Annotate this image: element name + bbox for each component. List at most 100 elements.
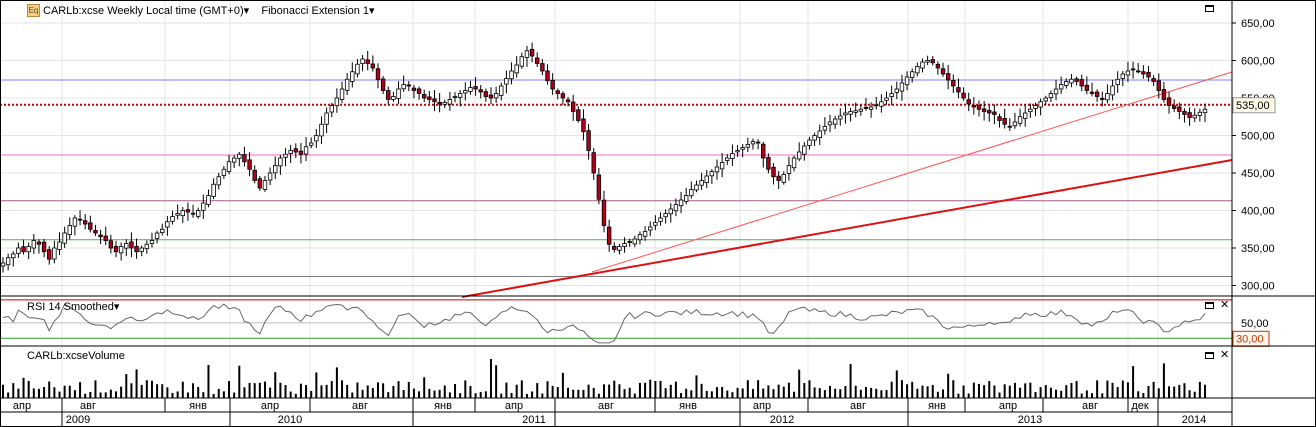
volume-panel-maximize-icon[interactable] bbox=[1205, 352, 1214, 359]
rsi-panel-close-icon[interactable]: ✕ bbox=[1220, 299, 1230, 311]
candle-body bbox=[570, 101, 576, 112]
candle-body bbox=[1151, 78, 1156, 82]
candle-body bbox=[535, 57, 540, 64]
candle-body bbox=[509, 70, 514, 80]
candle-body bbox=[617, 246, 622, 251]
volume-bar bbox=[12, 383, 15, 398]
indicator-dropdown-icon[interactable]: ▾ bbox=[369, 5, 375, 17]
candle-body bbox=[375, 68, 381, 80]
volume-bar bbox=[649, 379, 652, 398]
candle-body bbox=[1079, 79, 1084, 87]
volume-bar bbox=[479, 391, 482, 398]
volume-bar bbox=[1121, 380, 1124, 398]
candle-body bbox=[72, 217, 78, 227]
candle-body bbox=[67, 225, 72, 235]
volume-bar bbox=[885, 390, 888, 398]
candle-body bbox=[1033, 105, 1038, 109]
volume-bar bbox=[448, 392, 451, 398]
volume-bar bbox=[22, 377, 25, 398]
volume-bar bbox=[536, 383, 539, 398]
volume-bar bbox=[2, 384, 4, 398]
volume-bar bbox=[120, 386, 123, 398]
candle-body bbox=[5, 257, 11, 266]
volume-bar bbox=[1024, 383, 1027, 398]
volume-bar bbox=[438, 389, 441, 398]
volume-bar bbox=[669, 384, 672, 398]
rsi-level-label: 50,00 bbox=[1241, 318, 1269, 330]
candle-body bbox=[704, 175, 709, 184]
volume-bar bbox=[772, 389, 775, 398]
volume-bar bbox=[531, 391, 534, 398]
candle-body bbox=[576, 109, 581, 121]
candle-body bbox=[339, 88, 345, 100]
price-tick-label: 450,00 bbox=[1241, 168, 1275, 180]
candle-body bbox=[57, 241, 62, 250]
volume-bar bbox=[1126, 382, 1129, 398]
candle-body bbox=[1156, 80, 1161, 91]
time-axis: апр авг янв апр авг янв апр авг янв апр авг янв апр а… bbox=[13, 398, 1206, 427]
volume-panel-close-icon[interactable]: ✕ bbox=[1220, 349, 1230, 361]
candle-body bbox=[139, 247, 144, 252]
candle-body bbox=[442, 102, 447, 105]
candle-body bbox=[180, 210, 185, 217]
volume-bar bbox=[1101, 393, 1104, 398]
candle-body bbox=[997, 116, 1002, 121]
volume-bar bbox=[289, 391, 292, 398]
volume-bar bbox=[911, 381, 914, 398]
candle-body bbox=[755, 141, 761, 144]
volume-bar bbox=[520, 380, 523, 398]
volume-bar bbox=[546, 381, 549, 398]
volume-bar bbox=[222, 391, 225, 398]
candle-body bbox=[843, 112, 848, 116]
price-panel-title[interactable]: CARLb:xcse Weekly Local time (GMT+0)▾ Fi… bbox=[43, 4, 375, 17]
price-axis: 650,00600,00550,00500,00450,00400,00350,… bbox=[1232, 18, 1276, 293]
volume-bar bbox=[305, 385, 308, 398]
candle-body bbox=[31, 240, 37, 249]
volume-bar bbox=[793, 391, 796, 398]
candle-body bbox=[350, 71, 355, 82]
candle-body bbox=[416, 88, 422, 94]
symbol-dropdown-icon[interactable]: ▾ bbox=[243, 5, 250, 17]
candle-body bbox=[1202, 108, 1208, 114]
volume-bar bbox=[176, 391, 179, 398]
candle-body bbox=[118, 246, 124, 254]
candle-body bbox=[596, 174, 602, 200]
candle-body bbox=[730, 153, 735, 159]
price-panel-maximize-icon[interactable] bbox=[1205, 5, 1214, 12]
rsi-dropdown-icon[interactable]: ▾ bbox=[113, 301, 120, 313]
month-label: авг bbox=[1082, 400, 1098, 412]
volume-bar bbox=[443, 385, 446, 398]
candle-body bbox=[945, 73, 951, 81]
volume-bar bbox=[633, 393, 636, 398]
candle-body bbox=[314, 135, 319, 142]
year-label: 2011 bbox=[522, 414, 546, 426]
candle-body bbox=[822, 126, 828, 131]
rsi-panel-title[interactable]: RSI 14 Smoothed▾ bbox=[27, 300, 119, 313]
candle-body bbox=[874, 104, 879, 107]
rsi-panel-maximize-icon[interactable] bbox=[1205, 302, 1214, 309]
candle-body bbox=[1048, 93, 1054, 98]
volume-bar bbox=[238, 365, 241, 398]
candle-body bbox=[0, 262, 6, 267]
volume-bar bbox=[181, 381, 184, 398]
volume-bar bbox=[53, 387, 56, 398]
volume-bar bbox=[829, 385, 832, 398]
candle-body bbox=[606, 226, 612, 245]
volume-bar bbox=[1049, 387, 1052, 398]
candle-body bbox=[41, 241, 47, 253]
candle-body bbox=[499, 85, 504, 96]
year-label: 2010 bbox=[278, 414, 302, 426]
volume-bar bbox=[1183, 383, 1186, 398]
price-tick-label: 300,00 bbox=[1241, 281, 1275, 293]
candle-body bbox=[1146, 71, 1151, 78]
last-price-box bbox=[1232, 97, 1276, 114]
volume-bar bbox=[284, 385, 287, 398]
volume-bar bbox=[710, 391, 713, 398]
candle-body bbox=[288, 150, 293, 154]
candle-body bbox=[303, 146, 309, 155]
volume-bar bbox=[900, 380, 903, 398]
candle-body bbox=[1120, 73, 1126, 79]
candle-body bbox=[216, 176, 221, 186]
candle-body bbox=[334, 97, 340, 107]
